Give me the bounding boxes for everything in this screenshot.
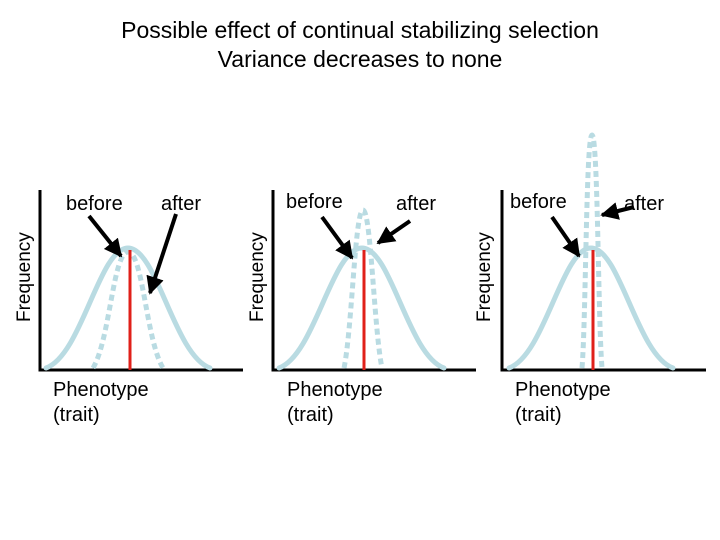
panel-2-after-label: after	[396, 193, 437, 215]
panel-2-before-label: before	[286, 191, 343, 213]
panel-1-after-label: after	[161, 193, 202, 215]
panel-3-y-axis-label: Frequency	[474, 232, 495, 322]
panel-2-before-arrow	[320, 215, 354, 260]
panel-2-axes	[271, 190, 476, 372]
panel-3-before-arrow	[550, 215, 581, 258]
panel-2-x-axis-label-line1: Phenotype	[287, 379, 383, 401]
panel-3-x-axis-label-line1: Phenotype	[515, 379, 611, 401]
panel-1-before-label: before	[66, 193, 123, 215]
panel-2-x-axis-label-line2: (trait)	[287, 404, 334, 426]
panel-2-y-axis-label: Frequency	[247, 232, 268, 322]
panel-3-axes	[500, 190, 706, 372]
panel-2	[271, 190, 476, 372]
panel-1-before-curve	[43, 245, 213, 371]
panel-1-x-axis-label-line1: Phenotype	[53, 379, 149, 401]
panel-3	[500, 132, 706, 372]
panel-2-after-arrow	[376, 219, 412, 245]
panel-1-x-axis-label-line2: (trait)	[53, 404, 100, 426]
panel-1-axes	[38, 190, 243, 372]
panel-3-after-label: after	[624, 193, 665, 215]
panel-3-before-label: before	[510, 191, 567, 213]
panel-3-after-curve	[579, 132, 605, 369]
title-line-2: Variance decreases to none	[217, 46, 503, 72]
panel-2-after-curve	[341, 207, 385, 369]
panel-1-after-curve	[90, 249, 166, 370]
title-line-1: Possible effect of continual stabilizing…	[121, 17, 599, 43]
panel-3-before-curve	[506, 245, 676, 371]
panel-2-before-curve	[276, 245, 447, 371]
panel-1	[38, 190, 243, 372]
panel-3-after-arrow	[600, 202, 635, 220]
panel-1-after-arrow	[146, 213, 178, 295]
panel-1-y-axis-label: Frequency	[14, 232, 35, 322]
panel-1-before-arrow	[87, 214, 123, 258]
panel-3-x-axis-label-line2: (trait)	[515, 404, 562, 426]
